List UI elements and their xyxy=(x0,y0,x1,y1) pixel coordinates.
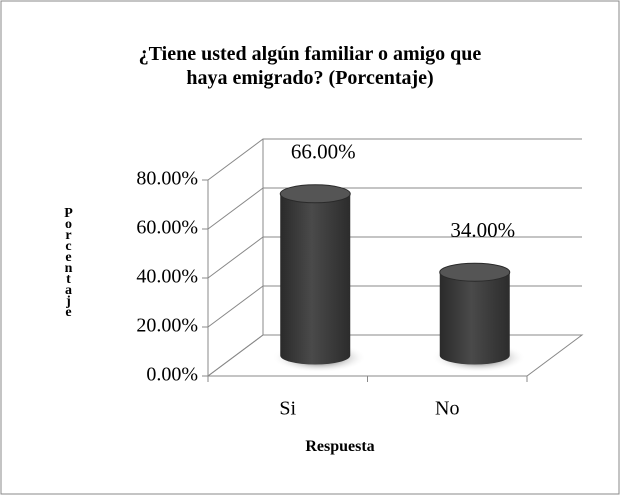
cylinder-body xyxy=(280,193,351,365)
data-label: 34.00% xyxy=(450,218,515,242)
data-label: 66.00% xyxy=(291,140,356,164)
y-tick-label: 60.00% xyxy=(136,217,198,239)
bar xyxy=(279,184,351,365)
grid-line xyxy=(207,138,582,181)
x-tick-label: No xyxy=(435,398,459,420)
grid-line xyxy=(207,187,582,230)
cylinder-top xyxy=(279,184,351,204)
grid-line xyxy=(207,236,582,279)
chart-title: ¿Tiene usted algún familiar o amigo que … xyxy=(138,43,482,89)
bar xyxy=(439,262,511,365)
y-axis-label: Porcentaje xyxy=(61,206,76,316)
y-tick-label: 40.00% xyxy=(136,266,198,288)
y-tick-label: 20.00% xyxy=(136,315,198,337)
cylinder-top xyxy=(439,262,511,282)
y-tick-label: 80.00% xyxy=(136,168,198,190)
cylinder-body xyxy=(439,272,510,365)
x-tick-label: Si xyxy=(279,398,296,420)
y-tick-label: 0.00% xyxy=(146,364,198,386)
x-axis-label: Respuesta xyxy=(305,438,375,455)
